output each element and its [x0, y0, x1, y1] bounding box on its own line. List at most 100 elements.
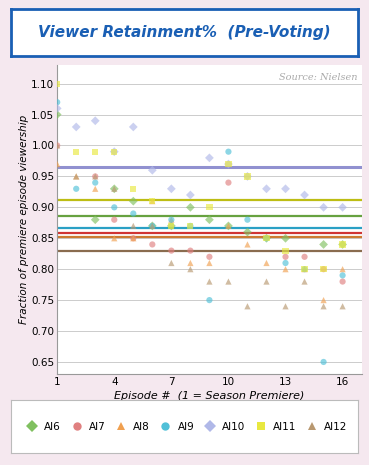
Point — [321, 358, 327, 365]
Y-axis label: Fraction of premiere episode viewership: Fraction of premiere episode viewership — [18, 115, 28, 325]
Point — [130, 234, 136, 242]
Point — [168, 259, 174, 267]
Point — [111, 216, 117, 223]
Point — [321, 266, 327, 273]
Point — [187, 191, 193, 199]
Point — [92, 216, 98, 223]
Point — [245, 216, 251, 223]
Point — [225, 179, 231, 186]
Point — [54, 105, 60, 112]
Point — [168, 247, 174, 254]
Point — [321, 296, 327, 304]
Point — [245, 241, 251, 248]
Point — [149, 198, 155, 205]
Point — [245, 228, 251, 236]
Point — [263, 185, 269, 193]
Point — [225, 278, 231, 285]
Point — [149, 198, 155, 205]
Point — [283, 247, 289, 254]
Point — [301, 266, 307, 273]
Point — [225, 148, 231, 155]
Point — [168, 216, 174, 223]
Point — [168, 222, 174, 230]
Point — [301, 253, 307, 260]
Point — [92, 117, 98, 125]
Point — [245, 303, 251, 310]
Point — [225, 222, 231, 230]
Point — [339, 241, 345, 248]
Point — [207, 296, 213, 304]
Point — [339, 303, 345, 310]
Point — [283, 253, 289, 260]
Point — [301, 266, 307, 273]
Point — [301, 266, 307, 273]
Point — [263, 278, 269, 285]
Point — [111, 148, 117, 155]
Point — [187, 222, 193, 230]
Point — [187, 247, 193, 254]
Point — [54, 142, 60, 149]
Point — [73, 173, 79, 180]
Point — [54, 142, 60, 149]
Point — [339, 266, 345, 273]
Point — [111, 185, 117, 193]
Point — [111, 204, 117, 211]
Point — [73, 173, 79, 180]
Point — [263, 234, 269, 242]
Point — [130, 198, 136, 205]
Point — [130, 123, 136, 131]
Point — [283, 259, 289, 267]
Point — [92, 173, 98, 180]
Point — [321, 303, 327, 310]
Point — [130, 185, 136, 193]
Point — [207, 204, 213, 211]
Point — [321, 266, 327, 273]
Point — [263, 259, 269, 267]
Point — [301, 191, 307, 199]
Point — [130, 234, 136, 242]
Point — [283, 266, 289, 273]
Point — [73, 123, 79, 131]
Point — [54, 160, 60, 168]
Legend: AI6, AI7, AI8, AI9, AI10, AI11, AI12: AI6, AI7, AI8, AI9, AI10, AI11, AI12 — [19, 418, 350, 435]
Point — [168, 185, 174, 193]
Point — [207, 278, 213, 285]
Point — [92, 173, 98, 180]
Point — [339, 241, 345, 248]
Point — [187, 266, 193, 273]
Point — [283, 303, 289, 310]
Point — [207, 259, 213, 267]
Point — [111, 148, 117, 155]
Point — [207, 253, 213, 260]
Point — [245, 173, 251, 180]
Point — [149, 222, 155, 230]
Point — [263, 234, 269, 242]
Point — [149, 222, 155, 230]
Point — [73, 148, 79, 155]
Point — [321, 204, 327, 211]
Point — [92, 185, 98, 193]
Point — [92, 148, 98, 155]
Text: Source: Nielsen: Source: Nielsen — [279, 73, 357, 82]
Point — [339, 278, 345, 285]
Point — [149, 166, 155, 174]
Point — [339, 272, 345, 279]
X-axis label: Episode #  (1 = Season Premiere): Episode # (1 = Season Premiere) — [114, 391, 304, 401]
Point — [283, 185, 289, 193]
Point — [187, 259, 193, 267]
Point — [111, 185, 117, 193]
Text: Viewer Retainment%  (Pre-Voting): Viewer Retainment% (Pre-Voting) — [38, 25, 331, 40]
Point — [168, 222, 174, 230]
Point — [92, 179, 98, 186]
Point — [339, 204, 345, 211]
Point — [54, 99, 60, 106]
Point — [245, 173, 251, 180]
Point — [54, 111, 60, 118]
Point — [149, 222, 155, 230]
Point — [187, 204, 193, 211]
Point — [225, 160, 231, 168]
Point — [54, 80, 60, 87]
Point — [149, 241, 155, 248]
Point — [73, 185, 79, 193]
Point — [130, 210, 136, 217]
